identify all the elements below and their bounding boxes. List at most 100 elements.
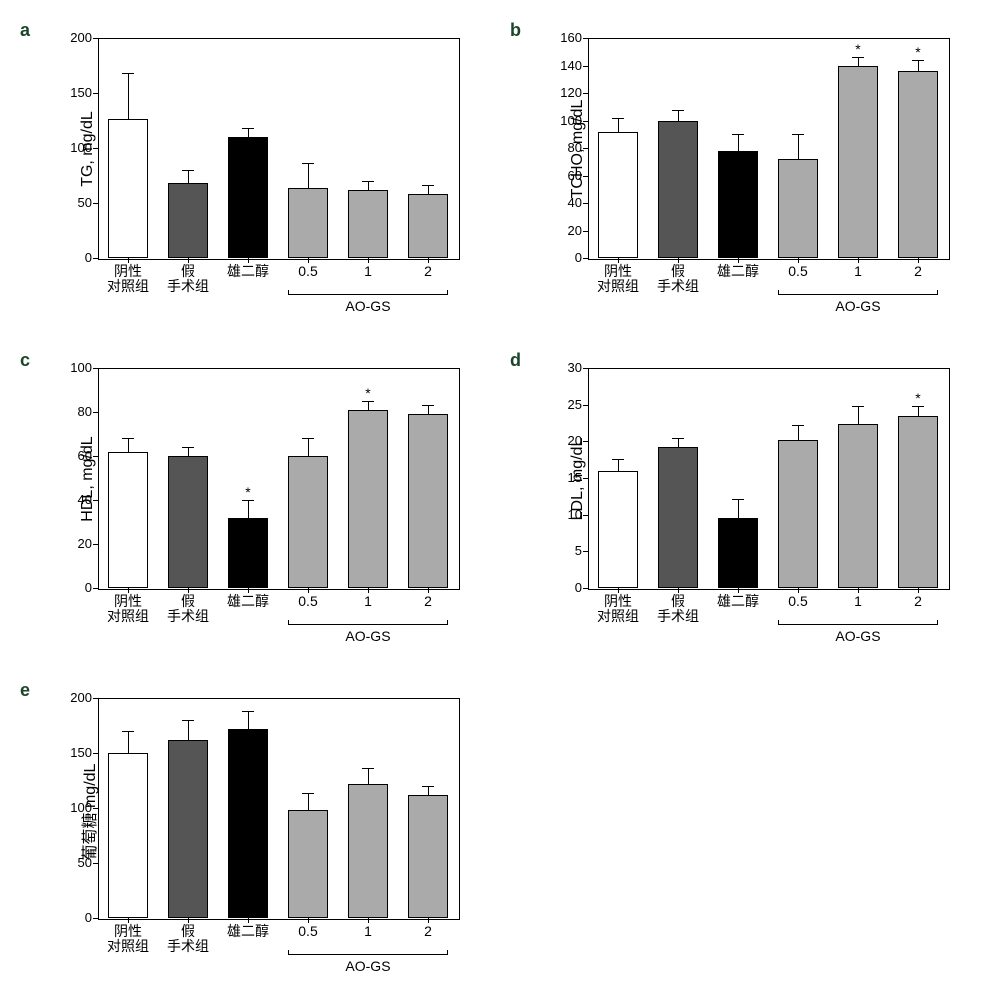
x-category-label: 假手术组 xyxy=(158,264,218,295)
y-tick-mark xyxy=(93,753,98,754)
error-bar xyxy=(918,406,919,416)
x-category-label: 0.5 xyxy=(278,924,338,939)
panel-label: c xyxy=(20,350,30,371)
bar xyxy=(288,810,329,918)
bar xyxy=(168,183,209,258)
y-tick-label: 200 xyxy=(58,690,92,705)
group-label: AO-GS xyxy=(778,628,939,644)
error-bar xyxy=(188,447,189,456)
y-tick-mark xyxy=(93,698,98,699)
y-tick-label: 15 xyxy=(548,470,582,485)
x-category-label: 1 xyxy=(338,924,398,939)
error-bar xyxy=(308,163,309,187)
x-category-label: 假手术组 xyxy=(648,594,708,625)
error-bar xyxy=(308,438,309,456)
y-tick-mark xyxy=(583,258,588,259)
y-tick-mark xyxy=(93,93,98,94)
significance-marker: * xyxy=(362,385,374,401)
y-tick-label: 20 xyxy=(548,433,582,448)
error-bar xyxy=(738,499,739,518)
y-tick-label: 0 xyxy=(58,580,92,595)
y-tick-mark xyxy=(583,588,588,589)
y-tick-label: 200 xyxy=(58,30,92,45)
error-cap xyxy=(182,447,194,448)
error-cap xyxy=(672,438,684,439)
error-bar xyxy=(248,128,249,137)
x-category-label: 阴性对照组 xyxy=(588,264,648,295)
y-tick-label: 60 xyxy=(58,448,92,463)
error-bar xyxy=(678,438,679,447)
bar xyxy=(168,740,209,918)
panel-label: a xyxy=(20,20,30,41)
group-label: AO-GS xyxy=(288,628,449,644)
y-tick-label: 100 xyxy=(58,360,92,375)
error-cap xyxy=(362,401,374,402)
bar xyxy=(838,424,879,588)
panel-c: cHDL, mg/dL020406080100阴性对照组假手术组雄二醇0.512… xyxy=(20,350,480,650)
x-category-label: 2 xyxy=(888,594,948,609)
y-tick-mark xyxy=(93,258,98,259)
plot-frame xyxy=(98,38,460,260)
x-category-label: 雄二醇 xyxy=(218,594,278,609)
error-cap xyxy=(242,128,254,129)
error-bar xyxy=(858,57,859,65)
bar xyxy=(598,132,639,259)
y-tick-label: 40 xyxy=(548,195,582,210)
y-tick-mark xyxy=(583,121,588,122)
bar xyxy=(778,440,819,588)
error-bar xyxy=(428,786,429,795)
error-bar xyxy=(798,134,799,159)
bar xyxy=(898,416,939,588)
panel-a: aTG, mg/dL050100150200阴性对照组假手术组雄二醇0.512A… xyxy=(20,20,480,320)
group-bracket-end xyxy=(778,620,779,624)
error-bar xyxy=(188,720,189,740)
y-tick-label: 0 xyxy=(58,250,92,265)
group-bracket-end xyxy=(937,290,938,294)
panel-label: b xyxy=(510,20,521,41)
error-bar xyxy=(618,118,619,132)
bar xyxy=(348,784,389,918)
error-bar xyxy=(188,170,189,183)
y-tick-label: 50 xyxy=(58,195,92,210)
bar xyxy=(228,729,269,918)
panel-label: e xyxy=(20,680,30,701)
group-label: AO-GS xyxy=(778,298,939,314)
group-label: AO-GS xyxy=(288,298,449,314)
error-cap xyxy=(612,118,624,119)
bar xyxy=(898,71,939,258)
error-cap xyxy=(122,438,134,439)
error-cap xyxy=(852,57,864,58)
error-bar xyxy=(128,73,129,119)
error-cap xyxy=(182,720,194,721)
error-bar xyxy=(368,401,369,410)
bar xyxy=(288,188,329,258)
y-tick-label: 160 xyxy=(548,30,582,45)
x-category-label: 2 xyxy=(398,924,458,939)
error-cap xyxy=(912,406,924,407)
y-tick-label: 5 xyxy=(548,543,582,558)
error-bar xyxy=(308,793,309,811)
y-tick-label: 30 xyxy=(548,360,582,375)
x-category-label: 1 xyxy=(338,594,398,609)
significance-marker: * xyxy=(912,390,924,406)
error-bar xyxy=(618,459,619,471)
y-tick-label: 40 xyxy=(58,492,92,507)
group-bracket xyxy=(288,954,449,955)
x-category-label: 0.5 xyxy=(278,264,338,279)
y-tick-mark xyxy=(583,551,588,552)
y-tick-label: 100 xyxy=(548,113,582,128)
y-tick-label: 10 xyxy=(548,507,582,522)
bar xyxy=(838,66,879,259)
error-cap xyxy=(242,500,254,501)
plot-frame xyxy=(588,368,950,590)
y-tick-mark xyxy=(583,441,588,442)
error-bar xyxy=(128,438,129,451)
x-category-label: 雄二醇 xyxy=(708,264,768,279)
x-category-label: 0.5 xyxy=(768,264,828,279)
y-tick-mark xyxy=(583,38,588,39)
group-bracket xyxy=(778,294,939,295)
plot-frame xyxy=(98,368,460,590)
x-category-label: 雄二醇 xyxy=(708,594,768,609)
y-tick-label: 140 xyxy=(548,58,582,73)
error-bar xyxy=(368,768,369,783)
